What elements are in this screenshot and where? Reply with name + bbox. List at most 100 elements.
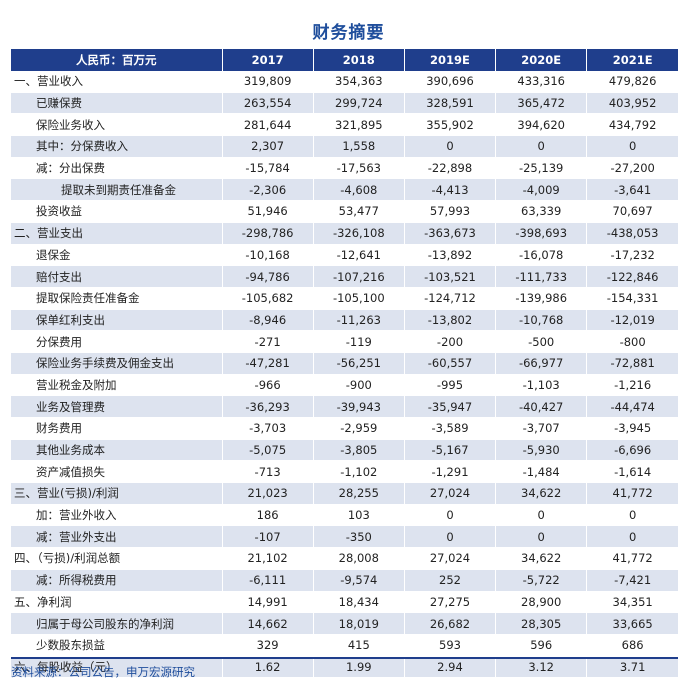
- row-value: -25,139: [495, 157, 588, 180]
- row-value: -800: [586, 330, 678, 353]
- row-value: 14,991: [222, 591, 314, 614]
- row-value: -107: [222, 525, 314, 549]
- table-row: 保单红利支出 -8,946 -11,263 -13,802 -10,768 -12,019: [11, 309, 678, 332]
- row-value: 27,275: [404, 591, 497, 614]
- row-value: -40,427: [495, 395, 588, 418]
- row-value: -3,589: [404, 417, 497, 440]
- row-label: 投资收益: [11, 200, 223, 223]
- row-label: 减：所得税费用: [11, 569, 223, 592]
- table-row: 保险业务手续费及佣金支出 -47,281 -56,251 -60,557 -66,977…: [11, 352, 678, 375]
- row-value: 479,826: [586, 71, 678, 93]
- row-value: 27,024: [404, 482, 497, 505]
- row-value: -122,846: [586, 265, 678, 288]
- row-value: -10,768: [495, 309, 588, 332]
- row-value: -103,521: [404, 265, 497, 288]
- row-value: -3,641: [586, 178, 678, 202]
- financial-summary-table: 人民币：百万元 2017 2018 2019E 2020E 2021E 一、营业…: [11, 49, 678, 679]
- table-row: 三、营业(亏损)/利润 21,023 28,255 27,024 34,622 41,77…: [11, 482, 678, 505]
- row-value: 33,665: [586, 612, 678, 635]
- source-note: 资料来源：公司公告，申万宏源研究: [11, 665, 195, 679]
- row-value: -60,557: [404, 352, 497, 375]
- row-label: 四、（亏损)/利润总额: [11, 547, 223, 570]
- row-value: -66,977: [495, 352, 588, 375]
- row-value: 28,255: [313, 482, 405, 505]
- row-value: 27,024: [404, 547, 497, 570]
- table-row: 五、净利润 14,991 18,434 27,275 28,900 34,351: [11, 591, 678, 614]
- row-value: 0: [404, 135, 497, 158]
- page-title: 财务摘要: [312, 23, 385, 43]
- row-label: 已赚保费: [11, 92, 223, 115]
- row-value: -2,306: [222, 178, 314, 202]
- row-value: 319,809: [222, 71, 314, 93]
- row-value: -8,946: [222, 309, 314, 332]
- row-label: 加：营业外收入: [11, 504, 223, 527]
- row-value: 57,993: [404, 200, 497, 223]
- row-value: -107,216: [313, 265, 405, 288]
- table-row: 资产减值损失 -713 -1,102 -1,291 -1,484 -1,614: [11, 460, 678, 484]
- row-value: 3.71: [586, 656, 678, 679]
- row-value: 21,023: [222, 482, 314, 505]
- row-value: -17,232: [586, 244, 678, 267]
- row-value: -56,251: [313, 352, 405, 375]
- row-value: 41,772: [586, 547, 678, 570]
- table-row: 减：所得税费用 -6,111 -9,574 252 -5,722 -7,421: [11, 569, 678, 592]
- table-row: 减：营业外支出 -107 -350 0 0 0: [11, 525, 678, 549]
- row-value: -298,786: [222, 222, 314, 245]
- row-value: -5,075: [222, 439, 314, 462]
- table-row: 财务费用 -3,703 -2,959 -3,589 -3,707 -3,945: [11, 417, 678, 440]
- table-row: 保险业务收入 281,644 321,895 355,902 394,620 434,79…: [11, 113, 678, 137]
- row-value: 354,363: [313, 71, 405, 93]
- row-value: -4,608: [313, 178, 405, 202]
- row-value: -16,078: [495, 244, 588, 267]
- row-value: -900: [313, 374, 405, 397]
- row-value: 18,019: [313, 612, 405, 635]
- table-row: 投资收益 51,946 53,477 57,993 63,339 70,697: [11, 200, 678, 223]
- row-label: 保单红利支出: [11, 309, 223, 332]
- row-value: 321,895: [313, 113, 405, 137]
- row-value: 2,307: [222, 135, 314, 158]
- row-value: -154,331: [586, 287, 678, 310]
- row-value: 355,902: [404, 113, 497, 137]
- row-label: 其中：分保费收入: [11, 135, 223, 158]
- row-label: 三、营业(亏损)/利润: [11, 482, 223, 505]
- row-value: -47,281: [222, 352, 314, 375]
- table-row: 营业税金及附加 -966 -900 -995 -1,103 -1,216: [11, 374, 678, 397]
- row-value: 329: [222, 634, 314, 657]
- row-label: 赔付支出: [11, 265, 223, 288]
- row-value: -27,200: [586, 157, 678, 180]
- row-value: -72,881: [586, 352, 678, 375]
- header-2020e: 2020E: [495, 49, 588, 71]
- table-header-row: 人民币：百万元 2017 2018 2019E 2020E 2021E: [11, 49, 678, 71]
- row-value: -995: [404, 374, 497, 397]
- row-value: 41,772: [586, 482, 678, 505]
- row-value: 103: [313, 504, 405, 527]
- row-label: 六、每股收益（元）: [11, 656, 223, 679]
- row-value: 28,008: [313, 547, 405, 570]
- table-row: 赔付支出 -94,786 -107,216 -103,521 -111,733 -122,…: [11, 265, 678, 288]
- row-value: -44,474: [586, 395, 678, 418]
- table-row: 加：营业外收入 186 103 0 0 0: [11, 504, 678, 527]
- row-value: -105,100: [313, 287, 405, 310]
- row-value: -1,102: [313, 460, 405, 484]
- header-2021e: 2021E: [586, 49, 678, 71]
- row-value: 596: [495, 634, 588, 657]
- row-value: -39,943: [313, 395, 405, 418]
- row-value: 281,644: [222, 113, 314, 137]
- row-label: 归属于母公司股东的净利润: [11, 612, 223, 635]
- row-value: -6,696: [586, 439, 678, 462]
- row-value: -13,802: [404, 309, 497, 332]
- row-value: -11,263: [313, 309, 405, 332]
- row-value: 394,620: [495, 113, 588, 137]
- row-value: -4,009: [495, 178, 588, 202]
- row-value: 34,622: [495, 547, 588, 570]
- row-value: -36,293: [222, 395, 314, 418]
- row-label: 财务费用: [11, 417, 223, 440]
- row-value: -326,108: [313, 222, 405, 245]
- row-value: -7,421: [586, 569, 678, 592]
- row-value: 70,697: [586, 200, 678, 223]
- table-row: 退保金 -10,168 -12,641 -13,892 -16,078 -17,232: [11, 244, 678, 267]
- row-value: 53,477: [313, 200, 405, 223]
- row-value: -12,019: [586, 309, 678, 332]
- row-label: 减：营业外支出: [11, 525, 223, 549]
- row-label: 业务及管理费: [11, 395, 223, 418]
